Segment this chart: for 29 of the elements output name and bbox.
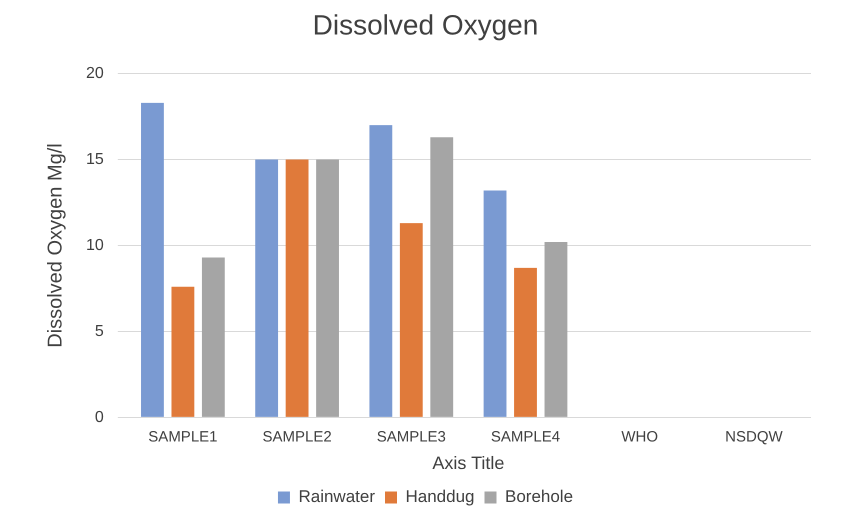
bar	[484, 190, 506, 417]
bar	[286, 160, 309, 417]
y-tick-label: 5	[94, 322, 104, 340]
x-tick-label: SAMPLE2	[262, 428, 332, 446]
x-tick-label: SAMPLE1	[148, 428, 218, 446]
bar	[400, 223, 423, 417]
bar	[369, 125, 392, 417]
bar	[316, 160, 339, 417]
bar	[514, 268, 537, 417]
legend-label: Rainwater	[298, 487, 376, 506]
bar	[141, 102, 164, 417]
bar	[544, 242, 568, 417]
bar	[255, 160, 278, 417]
y-tick-label: 15	[86, 150, 104, 168]
y-axis-title: Dissolved Oxygen Mg/l	[44, 143, 67, 348]
x-axis-title: Axis Title	[432, 453, 504, 474]
legend-label: Handdug	[405, 487, 475, 506]
bar	[202, 258, 225, 417]
bar	[171, 286, 194, 417]
legend-label: Borehole	[504, 487, 574, 506]
x-tick-label: SAMPLE4	[490, 428, 560, 446]
chart-title: Dissolved Oxygen	[312, 10, 538, 41]
x-tick-label: NSDQW	[725, 428, 784, 446]
y-tick-label: 10	[86, 236, 104, 254]
x-tick-label: SAMPLE3	[376, 428, 446, 446]
x-tick-label: WHO	[621, 428, 658, 446]
y-tick-label: 0	[94, 408, 104, 426]
bar	[430, 137, 454, 417]
y-tick-label: 20	[86, 65, 104, 82]
